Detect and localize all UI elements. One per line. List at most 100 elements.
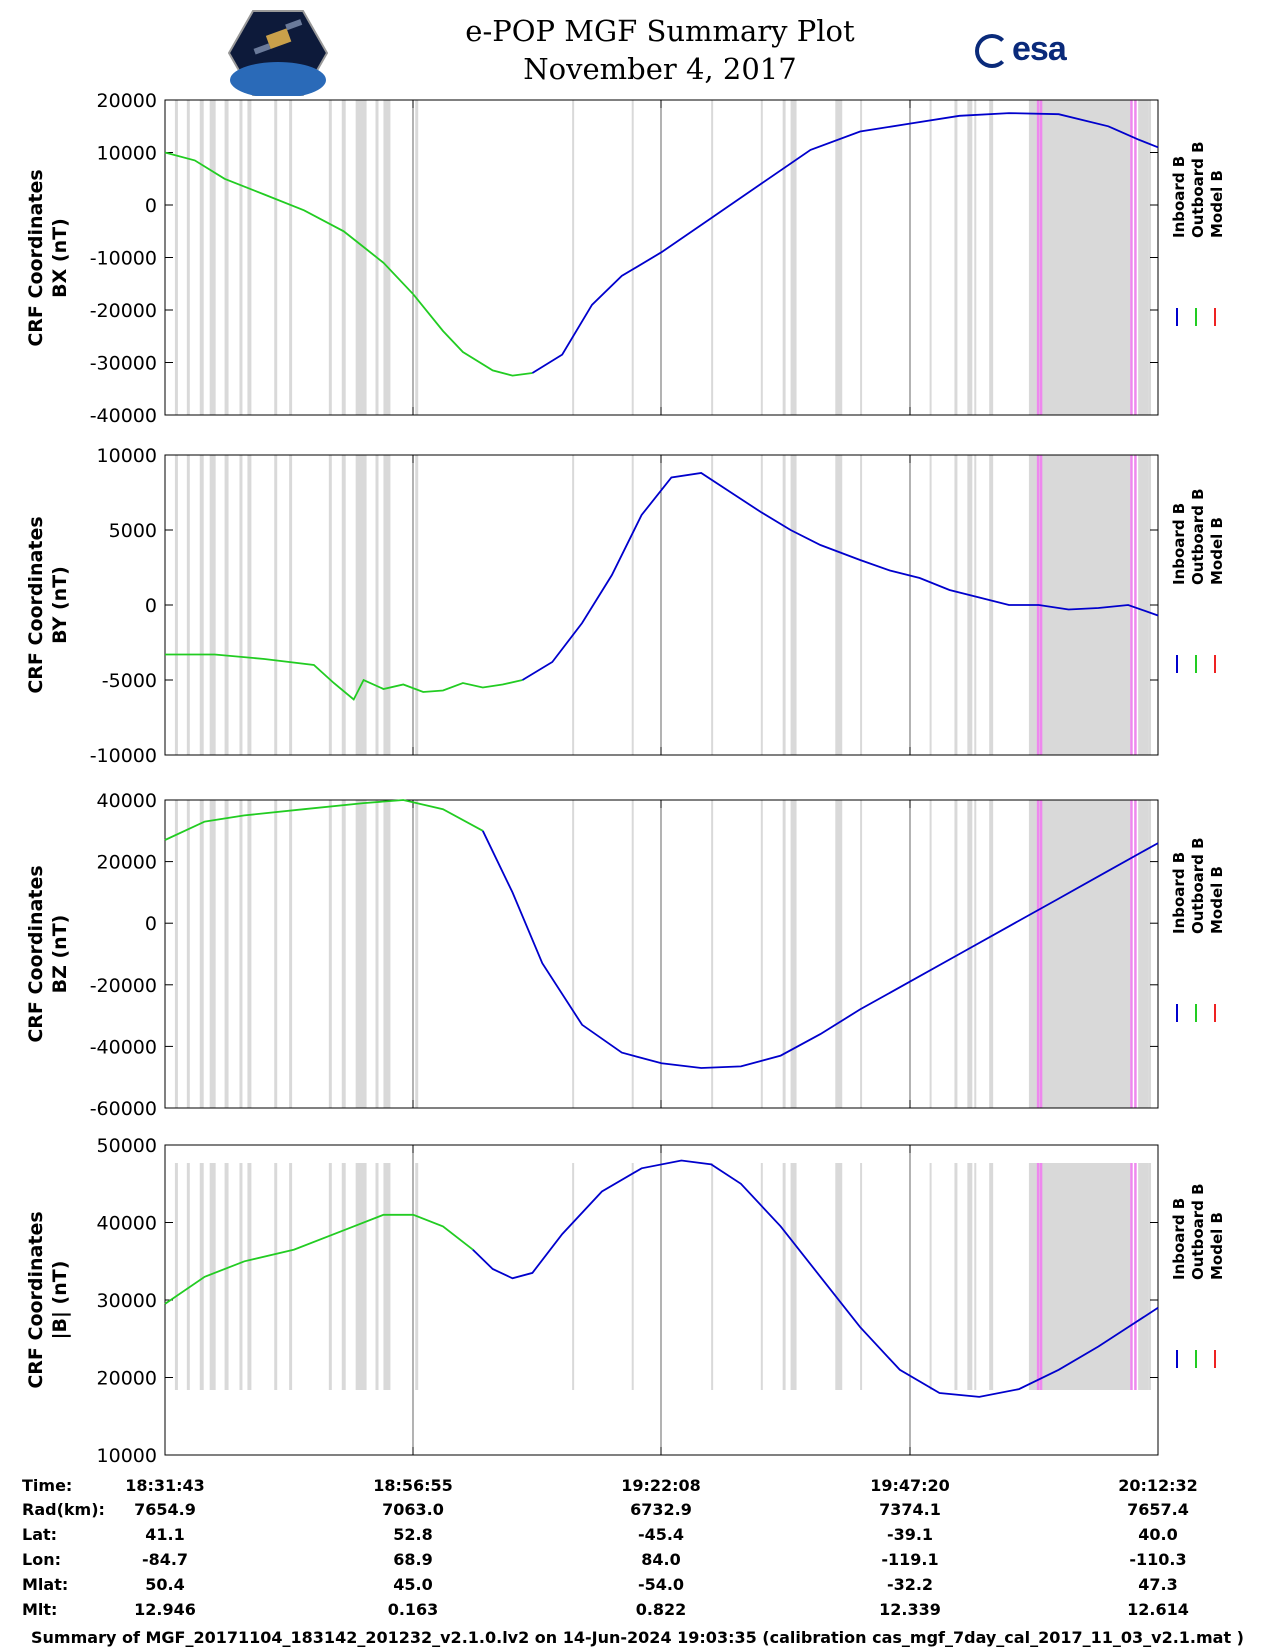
data-gap-stripe [274, 800, 278, 1108]
chart-panel-4: 50000 40000 30000 20000 10000 [97, 1135, 1159, 1467]
data-gap-stripe [711, 100, 714, 415]
legend-swatch [1195, 1350, 1197, 1368]
data-gap-stripe [967, 100, 973, 415]
data-gap-stripe [790, 455, 797, 755]
ephemeris-value-lon: -84.7 [141, 1550, 189, 1569]
data-gap-stripe [289, 800, 293, 1108]
y-tick-label: 20000 [97, 1368, 157, 1390]
legend: Inboard B Outboard B Model B [1170, 1183, 1227, 1280]
data-gap-stripe [989, 100, 994, 415]
legend: Inboard B Outboard B Model B [1170, 837, 1227, 934]
y-tick-label: 0 [145, 913, 157, 935]
chart-panel-2: 10000 5000 0 -5000 -10000 [90, 445, 1159, 767]
series-inboard-b [472, 1159, 1159, 1398]
data-gap-stripe [711, 455, 714, 755]
ephemeris-value-rad: 7374.1 [879, 1500, 941, 1519]
ephemeris-value-mlt: 0.163 [387, 1600, 439, 1619]
data-gap-stripe [383, 800, 391, 1108]
y-axis-label-line: CRF Coordinates [25, 1211, 47, 1389]
legend-entry: Model B [1208, 169, 1226, 238]
data-gap-stripe [974, 100, 977, 415]
data-gap-stripe [572, 100, 575, 415]
data-gap-stripe [967, 455, 973, 755]
ephemeris-value-time: 18:56:55 [373, 1476, 453, 1495]
data-gap-stripe [328, 100, 332, 415]
esa-swirl-icon [975, 34, 1009, 69]
series-outboard-b [164, 151, 533, 377]
event-marker [1036, 800, 1040, 1108]
ephemeris-value-lon: 68.9 [393, 1550, 433, 1569]
legend-swatch [1214, 1350, 1216, 1368]
ephemeris-value-lat: 41.1 [145, 1525, 185, 1544]
legend-swatches [1170, 307, 1230, 326]
ephemeris-value-time: 19:22:08 [621, 1476, 701, 1495]
ephemeris-value-mlat: 50.4 [145, 1575, 185, 1594]
legend-swatch [1176, 655, 1178, 673]
data-gap-stripe [174, 800, 178, 1108]
data-gap-stripe [782, 800, 786, 1108]
ephemeris-value-rad: 7063.0 [382, 1500, 444, 1519]
legend-swatches [1170, 1004, 1230, 1022]
series-outboard-b [164, 799, 484, 841]
data-gap-stripe [760, 800, 763, 1108]
y-axis-label-line: CRF Coordinates [25, 865, 47, 1043]
data-gap-stripe [224, 800, 229, 1108]
data-gap-stripe [1148, 100, 1152, 415]
data-gap-stripe [274, 455, 278, 755]
data-gap-stripe [328, 800, 332, 1108]
data-gap-stripe [989, 800, 994, 1108]
ephemeris-value-lat: -45.4 [637, 1525, 685, 1544]
legend-swatch [1214, 655, 1216, 673]
legend-entry: Model B [1208, 1212, 1226, 1280]
data-gap-stripe [790, 800, 797, 1108]
y-tick-label: 40000 [97, 1213, 157, 1235]
plot-frame [164, 99, 1159, 416]
data-gap-stripe [239, 1163, 243, 1390]
data-gap-stripe [1138, 455, 1149, 755]
data-gap-stripe [1148, 455, 1152, 755]
y-tick-label: -5000 [102, 670, 157, 692]
data-gap-stripe [572, 1163, 575, 1390]
data-gap-stripe [954, 455, 958, 755]
legend-entry: Outboard B [1189, 488, 1207, 585]
legend-swatch [1195, 1004, 1197, 1022]
data-gap-stripe [224, 100, 229, 415]
data-gap-stripe [929, 100, 932, 415]
legend-swatch [1214, 1004, 1216, 1022]
ephemeris-value-mlat: 45.0 [393, 1575, 433, 1594]
y-tick-label: 10000 [97, 1445, 157, 1467]
event-marker [1134, 800, 1137, 1108]
data-gap-stripe [341, 100, 346, 415]
data-gap-stripe [631, 800, 634, 1108]
data-gap-stripe [967, 1163, 973, 1390]
event-marker [1130, 800, 1133, 1108]
series-inboard-b [481, 830, 1159, 1069]
legend-entry: Inboard B [1170, 155, 1188, 238]
y-axis-label-line: CRF Coordinates [25, 168, 47, 347]
legend-swatch [1195, 307, 1197, 326]
data-gap-stripe [186, 1163, 190, 1390]
data-gap-stripe [954, 1163, 958, 1390]
y-tick-label: 40000 [97, 790, 157, 812]
y-tick-label: -40000 [90, 1036, 157, 1058]
data-gap-stripe [415, 100, 419, 415]
data-gap-stripe [790, 1163, 797, 1390]
ephemeris-row-label: Rad(km): [22, 1500, 105, 1519]
esa-logo: esa [975, 30, 1067, 69]
data-gap-stripe [355, 1163, 367, 1390]
data-gap-stripe [782, 100, 786, 415]
y-tick-label: 10000 [97, 445, 157, 467]
y-tick-label: -60000 [90, 1098, 157, 1120]
data-gap-stripe [782, 1163, 786, 1390]
legend-swatches [1170, 1350, 1230, 1368]
data-gap-stripe [415, 800, 419, 1108]
y-tick-label: -20000 [90, 300, 157, 322]
plot-frame [164, 799, 1159, 1109]
data-gap-stripe [247, 800, 252, 1108]
legend-swatches [1170, 655, 1230, 673]
series-outboard-b [165, 653, 523, 701]
data-gap-stripe [355, 100, 367, 415]
y-axis-label-line: BZ (nT) [49, 914, 71, 994]
legend-entry: Inboard B [1170, 1197, 1188, 1280]
